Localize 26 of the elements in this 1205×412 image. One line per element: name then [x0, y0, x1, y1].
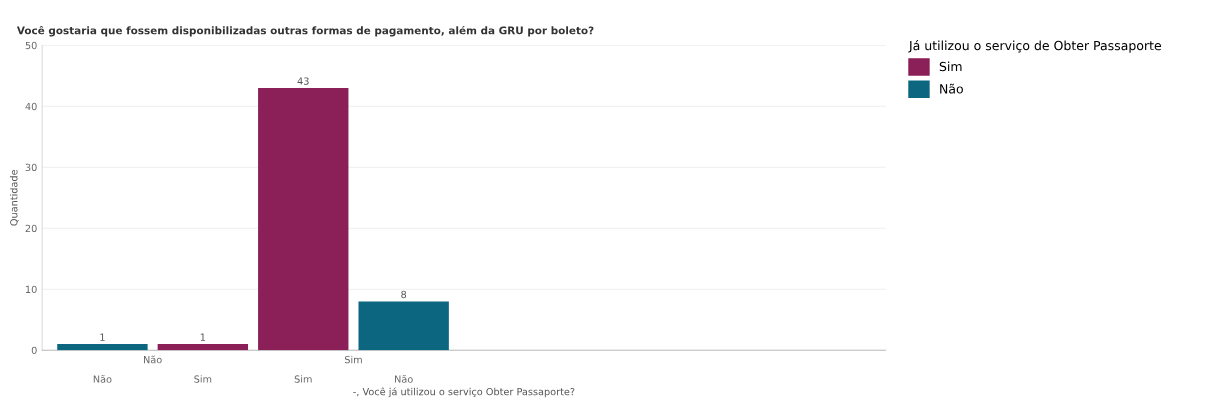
y-tick-label: 20: [25, 224, 37, 233]
y-tick-label: 30: [25, 163, 37, 172]
y-tick-label: 40: [25, 102, 37, 111]
data-label: 8: [401, 290, 407, 299]
y-tick-label: 0: [31, 346, 37, 355]
text: Sim: [344, 355, 362, 364]
bar: [358, 301, 449, 351]
bar: [57, 344, 148, 351]
x-axis-title: -, Você já utilizou o serviço Obter Passaporte?: [353, 387, 575, 398]
data-label: 43: [297, 77, 309, 85]
legend-label: Não: [940, 83, 963, 94]
y-tick-label: 50: [25, 41, 37, 50]
x-tick-label: Não: [395, 375, 413, 383]
y-tick-label: 10: [26, 285, 37, 294]
legend-title: Já utilizou o serviço de Obter Passaporte: [908, 40, 1162, 53]
x-tick-label: Sim: [194, 375, 212, 383]
data-label: 1: [100, 333, 105, 341]
x-tick-label: Não: [93, 375, 112, 383]
bar: [157, 344, 249, 351]
legend-label: Sim: [939, 61, 962, 72]
y-axis-title: Quantidade: [9, 169, 19, 226]
chart-title: Você gostaria que fossem disponibilizadas outras formas de pagamento, além da GRU por boleto?: [16, 25, 594, 37]
bar: [258, 88, 349, 351]
data-label: 1: [200, 333, 206, 341]
text: Não: [144, 355, 162, 364]
x-tick-label: Sim: [294, 375, 312, 383]
